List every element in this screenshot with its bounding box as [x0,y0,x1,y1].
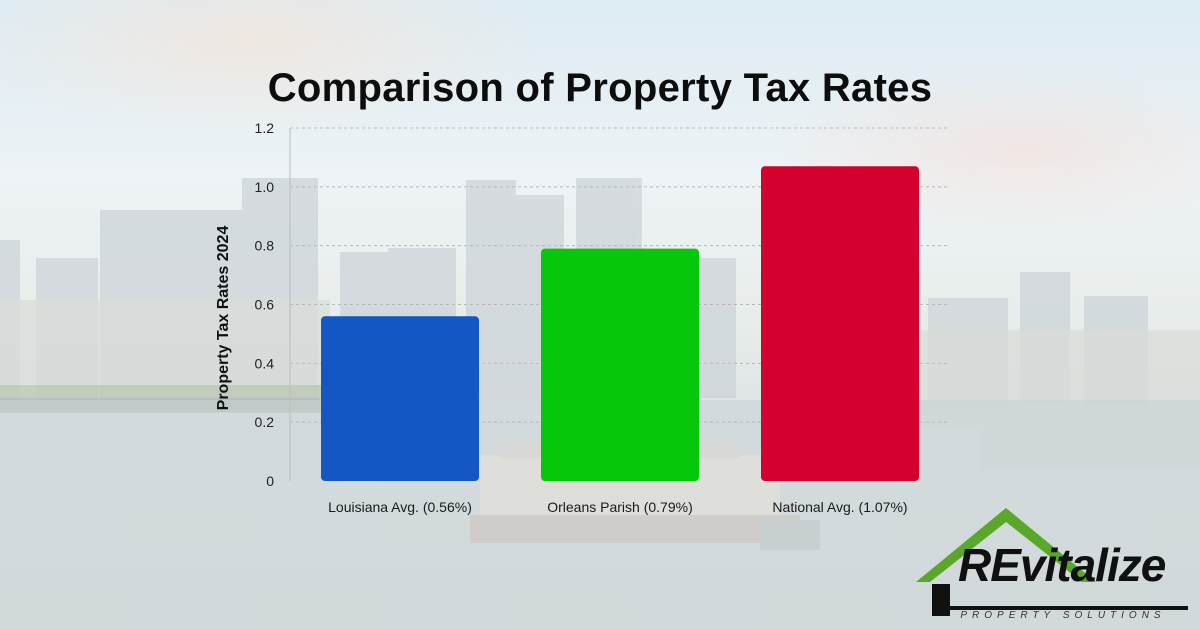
y-tick-label: 0.8 [255,238,275,254]
y-axis-label: Property Tax Rates 2024 [215,225,232,411]
revitalize-logo: REvitalize PROPERTY SOLUTIONS [910,506,1196,628]
y-tick-label: 1.2 [255,120,275,136]
y-tick-label: 0.2 [255,414,275,430]
bar-0 [321,316,479,481]
bar-2 [761,166,919,481]
y-tick-label: 1.0 [255,179,275,195]
y-tick-label: 0.6 [255,297,275,313]
bar-1 [541,248,699,481]
house-roof-icon [916,508,1188,616]
category-label: National Avg. (1.07%) [772,499,907,515]
logo-base-line [932,606,1188,610]
category-label: Louisiana Avg. (0.56%) [328,499,472,515]
logo-tagline: PROPERTY SOLUTIONS [960,610,1166,621]
bars [321,166,919,481]
category-labels: Louisiana Avg. (0.56%) Orleans Parish (0.… [328,499,907,515]
category-label: Orleans Parish (0.79%) [547,499,693,515]
y-tick-label: 0.4 [255,355,275,371]
y-tick-label: 0 [266,473,274,489]
chart-title: Comparison of Property Tax Rates [267,66,933,110]
logo-roof-shape [916,508,1096,582]
y-tick-labels: 0 0.2 0.4 0.6 0.8 1.0 1.2 [255,120,275,489]
logo-wordmark: REvitalize [958,539,1166,591]
